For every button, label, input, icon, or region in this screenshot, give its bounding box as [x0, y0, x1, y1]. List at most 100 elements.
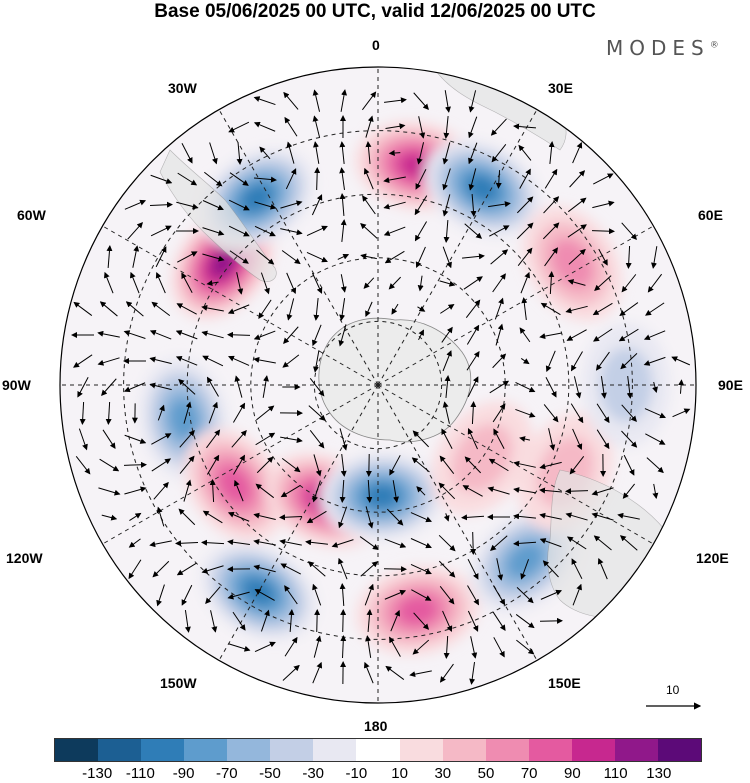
wind-vector: [125, 301, 144, 317]
wind-vector: [540, 589, 563, 600]
wind-vector: [360, 253, 377, 260]
wind-vector: [233, 479, 244, 502]
meridian-line: [102, 384, 379, 545]
wind-vector: [286, 141, 295, 164]
wind-vector: [150, 174, 173, 184]
label-180: 180: [364, 718, 388, 734]
wind-vector: [592, 200, 615, 209]
wind-vector: [313, 635, 322, 658]
wind-vector: [175, 330, 198, 340]
wind-vector: [645, 433, 666, 445]
colorbar-swatch: [141, 739, 185, 761]
wind-vector: [442, 350, 452, 372]
wind-vector: [415, 246, 426, 268]
meridian-line: [218, 384, 379, 661]
wind-vector: [392, 480, 399, 503]
wind-vector: [128, 538, 141, 548]
wind-vector: [253, 121, 276, 132]
wind-vector: [418, 329, 424, 341]
wind-vector: [385, 123, 406, 130]
wind-vector: [495, 323, 504, 346]
wind-vector: [98, 487, 121, 496]
wind-vector: [592, 302, 613, 316]
wind-vector: [594, 275, 612, 292]
wind-vector: [178, 378, 196, 395]
wind-vector: [469, 662, 476, 685]
wind-vector: [254, 641, 276, 653]
wind-vector: [314, 609, 321, 633]
wind-vector: [593, 173, 614, 185]
wind-vector: [228, 643, 251, 652]
wind-vector: [338, 324, 347, 347]
wind-vector: [280, 563, 302, 575]
wind-vector: [156, 506, 165, 527]
wind-vector: [548, 141, 555, 164]
wind-vector: [470, 531, 477, 555]
label-30e: 30E: [548, 80, 573, 96]
wind-vector: [73, 301, 93, 316]
wind-vector: [339, 167, 346, 190]
colorbar-swatch: [485, 739, 529, 761]
wind-vector: [227, 591, 250, 600]
wind-vector: [256, 456, 274, 474]
colorbar-swatch: [227, 739, 271, 761]
wind-vector: [539, 487, 563, 494]
wind-vector: [410, 512, 432, 523]
wind-vector: [340, 274, 347, 293]
wind-vector: [468, 90, 477, 113]
wind-vector: [253, 356, 276, 364]
wind-vector: [123, 330, 146, 339]
wind-vector: [490, 249, 509, 265]
meridian-line: [377, 109, 538, 386]
wind-vector: [489, 380, 510, 394]
wind-vector: [567, 197, 587, 213]
wind-vector: [490, 535, 508, 551]
wind-vector: [234, 375, 243, 398]
wind-vector: [123, 382, 146, 393]
wind-vector: [570, 351, 583, 372]
wind-vector: [544, 168, 558, 189]
wind-vector: [543, 404, 559, 423]
wind-vector: [543, 196, 560, 214]
wind-vector: [383, 201, 406, 210]
wind-vector: [646, 457, 664, 474]
wind-vector: [623, 454, 635, 476]
wind-vector: [338, 557, 348, 580]
anomaly-contour: [466, 175, 499, 202]
wind-vector: [678, 379, 685, 394]
wind-vector: [413, 92, 429, 110]
wind-vector: [75, 456, 91, 475]
wind-vector: [149, 356, 172, 365]
wind-vector: [151, 433, 172, 445]
wind-vector: [78, 428, 88, 451]
wind-vector: [470, 401, 477, 425]
wind-vector: [206, 429, 221, 449]
wind-vector: [307, 561, 326, 577]
wind-vector: [202, 253, 225, 262]
wind-vector: [443, 219, 450, 243]
wind-vector: [618, 328, 639, 342]
wind-vector: [149, 382, 172, 391]
wind-vector: [441, 428, 453, 449]
wind-vector: [671, 356, 691, 366]
wind-vector: [152, 560, 170, 578]
wind-vector: [181, 142, 193, 164]
wind-vector: [205, 586, 221, 605]
wind-vector: [311, 272, 323, 294]
wind-vector: [286, 272, 297, 295]
wind-vector: [150, 225, 172, 237]
wind-vector: [442, 142, 451, 165]
label-90w: 90W: [2, 377, 31, 393]
colorbar-tick-label: -10: [345, 765, 368, 782]
wind-vector: [201, 565, 224, 574]
meridian-line: [377, 225, 654, 386]
wind-vector: [281, 457, 301, 473]
wind-vector: [493, 428, 505, 449]
wind-vector: [567, 279, 586, 286]
wind-vector: [339, 428, 348, 451]
map-boundary: [59, 66, 697, 704]
wind-vector: [520, 271, 530, 294]
wind-vector: [280, 228, 303, 236]
wind-vector: [279, 514, 303, 521]
